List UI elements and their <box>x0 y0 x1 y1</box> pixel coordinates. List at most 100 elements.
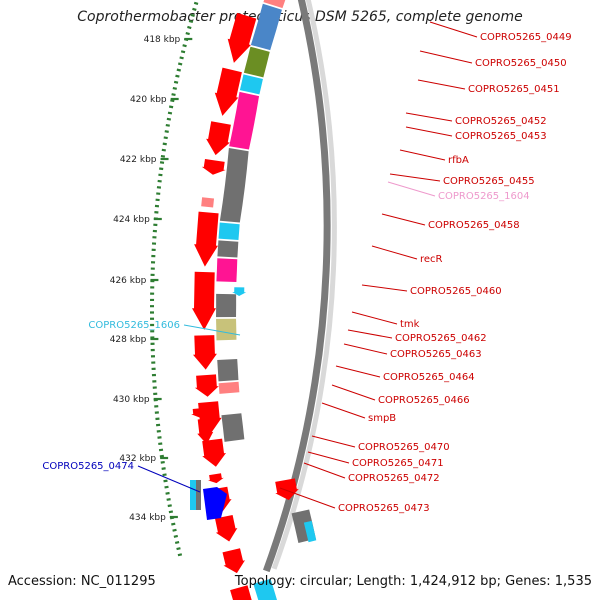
gene-feature-red <box>215 515 238 542</box>
minor-tick <box>166 498 171 501</box>
gene-label: smpB <box>368 413 396 424</box>
gene-feature-cyan <box>218 222 240 240</box>
gene-feature-cyan <box>253 578 277 600</box>
minor-tick <box>168 510 174 514</box>
kbp-tick-label: 428 kbp <box>110 335 147 345</box>
gene-feature-magenta <box>216 258 238 282</box>
gene-label: COPRO5265_1606 <box>88 320 180 331</box>
gene-feature-red <box>208 473 224 484</box>
gene-label: rfbA <box>448 155 469 166</box>
minor-tick <box>163 479 168 483</box>
minor-tick <box>180 50 186 54</box>
gene-feature-gray <box>216 293 237 318</box>
gene-label-leader <box>331 384 376 401</box>
minor-tick <box>175 74 180 78</box>
minor-tick <box>162 142 167 146</box>
gene-label-leader <box>351 311 398 325</box>
gene-label: COPRO5265_0453 <box>455 131 547 142</box>
gene-feature-cyan <box>303 520 317 543</box>
gene-label: COPRO5265_0474 <box>42 461 134 472</box>
gene-label: COPRO5265_0466 <box>378 395 470 406</box>
kbp-tick-label: 434 kbp <box>129 513 166 523</box>
backbone-inner-arc <box>271 0 337 570</box>
kbp-tick-label: 430 kbp <box>113 395 150 405</box>
gene-label-leader <box>347 329 393 339</box>
gene-label: COPRO5265_0449 <box>480 32 572 43</box>
minor-tick <box>176 68 181 72</box>
gene-feature-red <box>193 335 217 370</box>
gene-feature-red <box>275 478 299 501</box>
minor-tick <box>173 80 179 84</box>
gene-feature-olive <box>243 46 270 78</box>
accession-text: Accession: NC_011295 <box>8 574 156 589</box>
minor-tick <box>167 504 172 508</box>
gene-feature-pink_light <box>263 0 286 9</box>
gene-label: COPRO5265_0452 <box>455 116 547 127</box>
gene-feature-cyan <box>239 74 263 95</box>
gene-feature-khaki <box>216 318 237 341</box>
gene-label-leader <box>419 50 473 64</box>
gene-label-leader <box>417 79 466 90</box>
gene-feature-pink_light <box>201 197 215 208</box>
minor-tick <box>162 473 167 477</box>
gene-feature-red <box>192 271 216 330</box>
genome-summary-text: Topology: circular; Length: 1,424,912 bp… <box>234 574 592 589</box>
minor-tick <box>159 454 164 458</box>
minor-tick <box>167 111 173 115</box>
gene-label: COPRO5265_0451 <box>468 84 560 95</box>
gene-label: COPRO5265_0471 <box>352 458 444 469</box>
gene-label-leader <box>279 487 336 509</box>
minor-tick <box>163 136 168 140</box>
gene-feature-gray <box>217 240 239 258</box>
minor-tick <box>159 161 165 164</box>
gene-label-leader <box>399 149 446 161</box>
gene-label: COPRO5265_0470 <box>358 442 450 453</box>
kbp-tick-label: 426 kbp <box>110 276 147 286</box>
gene-feature-gray <box>221 413 245 442</box>
kbp-tick-label: 424 kbp <box>113 215 150 225</box>
gene-label-leader <box>183 324 241 336</box>
gene-feature-red <box>197 418 214 445</box>
gene-label-leader <box>381 213 426 226</box>
minor-tick <box>165 123 170 127</box>
gene-label: tmk <box>400 319 420 330</box>
gene-feature-red <box>214 67 242 116</box>
kbp-tick-label: 420 kbp <box>130 95 167 105</box>
minor-tick <box>164 485 169 489</box>
gene-feature-red <box>227 12 257 63</box>
minor-tick <box>172 86 177 90</box>
minor-tick <box>192 7 197 11</box>
gene-label: COPRO5265_0458 <box>428 220 520 231</box>
gene-label: COPRO5265_1604 <box>438 191 530 202</box>
minor-tick <box>165 491 170 495</box>
minor-tick <box>185 31 190 36</box>
gene-label-leader <box>303 462 346 479</box>
gene-feature-blue <box>203 487 227 520</box>
minor-tick <box>160 460 165 464</box>
minor-tick <box>172 528 177 532</box>
gene-label-leader <box>321 402 366 419</box>
gene-feature-gray <box>219 148 249 223</box>
minor-tick <box>193 1 199 5</box>
gene-label-leader <box>311 435 356 448</box>
minor-tick <box>158 448 164 452</box>
gene-label-leader <box>405 126 453 137</box>
minor-tick <box>171 93 176 97</box>
minor-tick <box>159 167 164 171</box>
gene-feature-gray <box>217 359 239 382</box>
gene-label-leader <box>389 173 441 182</box>
minor-tick <box>168 105 174 109</box>
minor-tick <box>161 467 166 470</box>
minor-tick <box>164 130 169 133</box>
backbone-outer-arc <box>263 0 331 573</box>
minor-tick <box>161 148 166 152</box>
minor-tick <box>174 541 180 545</box>
minor-tick <box>188 19 194 24</box>
gene-feature-pink_light <box>218 381 240 394</box>
gene-feature-magenta <box>229 91 260 150</box>
gene-feature-red <box>202 438 226 467</box>
minor-tick <box>166 117 172 121</box>
gene-feature-steelblue <box>250 3 282 51</box>
gene-label: COPRO5265_0464 <box>383 372 475 383</box>
